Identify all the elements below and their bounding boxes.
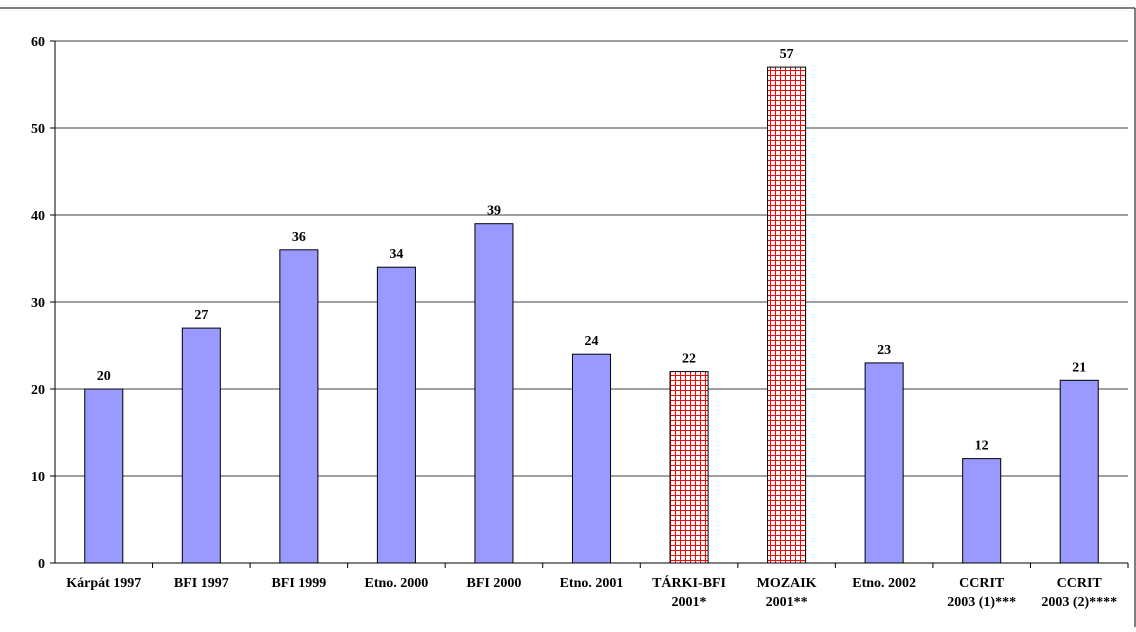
x-tick-label: Etno. 2002 (852, 576, 916, 591)
bar (84, 388, 124, 564)
x-tick-label: 2001** (766, 595, 808, 610)
y-tick-label: 30 (31, 296, 45, 311)
x-tick-label: CCRIT (959, 576, 1005, 591)
data-label: 34 (389, 247, 403, 262)
bar (181, 327, 221, 564)
x-axis: Kárpát 1997 BFI 1997 BFI 1999 Etno. 2000 BFI… (55, 562, 1129, 610)
data-label: 39 (487, 204, 501, 219)
data-labels: 20 27 36 34 39 24 22 57 23 12 21 (97, 47, 1086, 454)
y-tick-label: 0 (38, 557, 45, 572)
bar (767, 66, 807, 564)
bar (376, 266, 416, 564)
bar (279, 249, 319, 564)
y-tick-label: 40 (31, 209, 45, 224)
x-tick-label: TÁRKI-BFI (652, 574, 726, 591)
x-tick-label: CCRIT (1057, 576, 1103, 591)
data-label: 36 (292, 230, 306, 245)
x-tick-label: Etno. 2000 (365, 576, 429, 591)
y-tick-label: 20 (31, 383, 45, 398)
chart-border (0, 7, 1136, 627)
x-tick-label: Etno. 2001 (560, 576, 624, 591)
x-tick-label: 2003 (2)**** (1041, 595, 1117, 610)
data-label: 57 (780, 47, 794, 62)
x-tick-label: BFI 1999 (271, 576, 326, 591)
x-tick-label: BFI 1997 (174, 576, 229, 591)
x-tick-label: MOZAIK (757, 576, 817, 591)
data-label: 21 (1072, 360, 1086, 375)
y-tick-label: 50 (31, 122, 45, 137)
x-tick-label: 2001* (672, 595, 707, 610)
x-tick-label: BFI 2000 (467, 576, 522, 591)
y-tick-label: 10 (31, 470, 45, 485)
bar (864, 362, 904, 564)
data-label: 20 (97, 369, 111, 384)
bar (962, 458, 1002, 564)
bar (1059, 379, 1099, 564)
data-label: 27 (194, 308, 208, 323)
data-label: 12 (975, 439, 989, 454)
data-label: 24 (585, 334, 599, 349)
bar (474, 223, 514, 564)
y-tick-label: 60 (31, 35, 45, 50)
bar (669, 371, 709, 564)
x-tick-label: 2003 (1)*** (947, 595, 1016, 610)
x-tick-label: Kárpát 1997 (66, 576, 141, 591)
data-label: 23 (877, 343, 891, 358)
bar (571, 353, 612, 564)
y-axis: 0 10 20 30 40 50 60 (31, 35, 56, 572)
bars (84, 66, 1099, 564)
data-label: 22 (682, 352, 696, 367)
